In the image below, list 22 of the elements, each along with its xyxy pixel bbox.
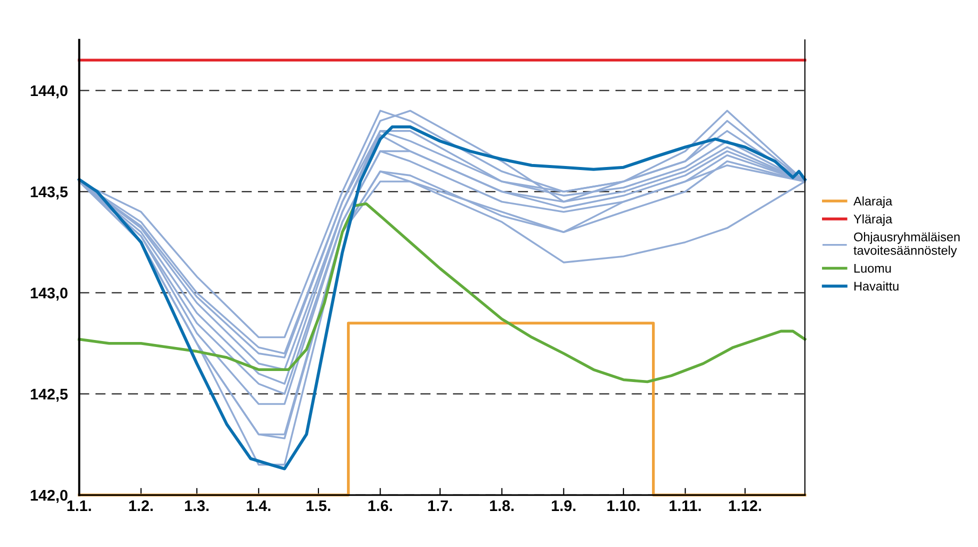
x-tick-label: 1.10.	[607, 500, 640, 512]
legend-label: Havaittu	[854, 281, 898, 291]
y-tick-label: 143,0	[30, 288, 68, 301]
x-tick-label: 1.12.	[729, 500, 762, 511]
x-tick-label: 1.3.	[185, 500, 209, 512]
x-tick-label: 1.11.	[670, 500, 701, 511]
legend-label: Yläraja	[854, 214, 892, 226]
legend-label: Ohjausryhmäläisen tavoitesäännöstely	[854, 232, 960, 258]
x-tick-label: 1.1.	[67, 500, 91, 511]
x-tick-label: 1.6.	[368, 500, 392, 512]
legend-label: Alaraja	[853, 196, 892, 208]
y-tick-label: 144,0	[30, 85, 68, 98]
x-tick-label: 1.2.	[129, 500, 153, 511]
x-tick-label: 1.8.	[490, 500, 514, 512]
y-tick-label: 143,5	[30, 186, 68, 200]
y-tick-label: 142,0	[30, 490, 68, 503]
x-tick-label: 1.9.	[552, 500, 576, 512]
y-tick-label: 142,5	[30, 388, 68, 402]
x-tick-label: 1.5.	[306, 500, 330, 512]
x-tick-label: 1.4.	[246, 500, 270, 511]
x-tick-label: 1.7.	[428, 500, 452, 511]
legend-label: Luomu	[854, 264, 891, 273]
